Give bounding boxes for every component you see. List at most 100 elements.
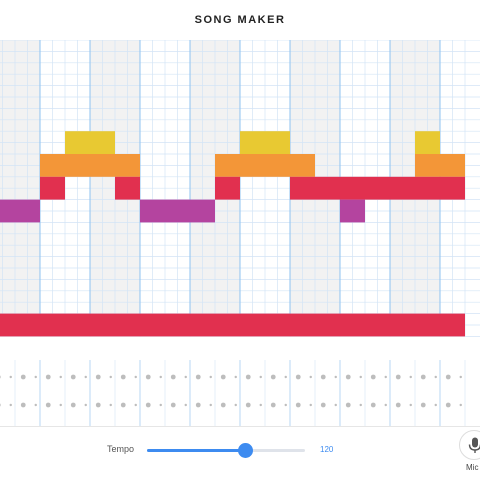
percussion-dot[interactable] <box>209 375 212 379</box>
note-cell[interactable] <box>265 313 290 337</box>
note-cell[interactable] <box>0 199 15 223</box>
note-cell[interactable] <box>65 154 90 177</box>
percussion-dot[interactable] <box>134 403 137 407</box>
percussion-dot[interactable] <box>234 403 237 407</box>
percussion-dot[interactable] <box>134 375 137 379</box>
note-cell[interactable] <box>40 313 65 337</box>
percussion-dot[interactable] <box>284 403 287 407</box>
note-cell[interactable] <box>440 313 465 337</box>
percussion-dot[interactable] <box>309 375 312 379</box>
percussion-dot[interactable] <box>45 374 51 380</box>
note-cell[interactable] <box>340 313 365 337</box>
note-cell[interactable] <box>15 199 40 223</box>
percussion-dot[interactable] <box>220 402 226 408</box>
note-cell[interactable] <box>115 154 140 177</box>
percussion-dot[interactable] <box>409 403 412 407</box>
percussion-dot[interactable] <box>184 375 187 379</box>
percussion-dot[interactable] <box>9 403 12 407</box>
note-cell[interactable] <box>290 176 315 200</box>
percussion-grid-canvas[interactable] <box>0 360 480 426</box>
note-cell[interactable] <box>365 313 390 337</box>
note-cell[interactable] <box>340 199 365 223</box>
percussion-dot[interactable] <box>59 375 62 379</box>
percussion-dot[interactable] <box>145 374 151 380</box>
percussion-dot[interactable] <box>84 403 87 407</box>
percussion-dot[interactable] <box>84 375 87 379</box>
note-cell[interactable] <box>40 154 65 177</box>
melody-grid[interactable] <box>0 40 480 360</box>
percussion-dot[interactable] <box>109 375 112 379</box>
percussion-dot[interactable] <box>334 403 337 407</box>
percussion-dot[interactable] <box>120 374 126 380</box>
percussion-dot[interactable] <box>320 374 326 380</box>
percussion-dot[interactable] <box>434 403 437 407</box>
percussion-dot[interactable] <box>245 374 251 380</box>
percussion-dot[interactable] <box>45 402 51 408</box>
percussion-dot[interactable] <box>370 402 376 408</box>
percussion-dot[interactable] <box>70 402 76 408</box>
percussion-dot[interactable] <box>184 403 187 407</box>
note-cell[interactable] <box>315 313 340 337</box>
percussion-dot[interactable] <box>420 402 426 408</box>
percussion-dot[interactable] <box>359 375 362 379</box>
tempo-slider-thumb[interactable] <box>237 443 253 458</box>
percussion-dot[interactable] <box>34 375 37 379</box>
percussion-dot[interactable] <box>409 375 412 379</box>
percussion-dot[interactable] <box>95 402 101 408</box>
note-cell[interactable] <box>140 199 165 223</box>
note-cell[interactable] <box>90 154 115 177</box>
percussion-dot[interactable] <box>0 375 1 380</box>
note-cell[interactable] <box>65 313 90 337</box>
note-cell[interactable] <box>315 176 340 200</box>
mic-button[interactable] <box>459 430 480 460</box>
percussion-dot[interactable] <box>270 402 276 408</box>
note-cell[interactable] <box>415 131 440 154</box>
percussion-dot[interactable] <box>170 374 176 380</box>
percussion-dot[interactable] <box>145 402 151 408</box>
percussion-dot[interactable] <box>209 403 212 407</box>
percussion-dot[interactable] <box>159 403 162 407</box>
note-cell[interactable] <box>415 154 440 177</box>
note-cell[interactable] <box>265 154 290 177</box>
percussion-dot[interactable] <box>0 403 1 408</box>
note-cell[interactable] <box>215 313 240 337</box>
note-cell[interactable] <box>140 313 165 337</box>
note-cell[interactable] <box>215 154 240 177</box>
percussion-dot[interactable] <box>309 403 312 407</box>
percussion-dot[interactable] <box>95 374 101 380</box>
percussion-dot[interactable] <box>70 374 76 380</box>
percussion-dot[interactable] <box>384 375 387 379</box>
percussion-dot[interactable] <box>345 402 351 408</box>
percussion-dot[interactable] <box>370 374 376 380</box>
percussion-dot[interactable] <box>34 403 37 407</box>
note-cell[interactable] <box>65 131 90 154</box>
note-cell[interactable] <box>40 176 65 200</box>
note-cell[interactable] <box>0 313 15 337</box>
note-cell[interactable] <box>15 313 40 337</box>
percussion-dot[interactable] <box>220 374 226 380</box>
percussion-dot[interactable] <box>109 403 112 407</box>
note-cell[interactable] <box>115 176 140 200</box>
note-cell[interactable] <box>265 131 290 154</box>
note-cell[interactable] <box>240 131 265 154</box>
percussion-dot[interactable] <box>120 402 126 408</box>
percussion-dot[interactable] <box>245 402 251 408</box>
percussion-grid[interactable] <box>0 360 480 427</box>
note-cell[interactable] <box>415 313 440 337</box>
percussion-dot[interactable] <box>59 403 62 407</box>
percussion-dot[interactable] <box>459 375 462 379</box>
percussion-dot[interactable] <box>445 402 451 408</box>
percussion-dot[interactable] <box>395 402 401 408</box>
percussion-dot[interactable] <box>259 375 262 379</box>
percussion-dot[interactable] <box>270 374 276 380</box>
note-cell[interactable] <box>165 313 190 337</box>
note-cell[interactable] <box>240 313 265 337</box>
percussion-dot[interactable] <box>320 402 326 408</box>
percussion-dot[interactable] <box>395 374 401 380</box>
note-cell[interactable] <box>165 199 190 223</box>
note-cell[interactable] <box>290 313 315 337</box>
percussion-dot[interactable] <box>159 375 162 379</box>
note-cell[interactable] <box>190 199 215 223</box>
note-cell[interactable] <box>415 176 440 200</box>
percussion-dot[interactable] <box>445 374 451 380</box>
